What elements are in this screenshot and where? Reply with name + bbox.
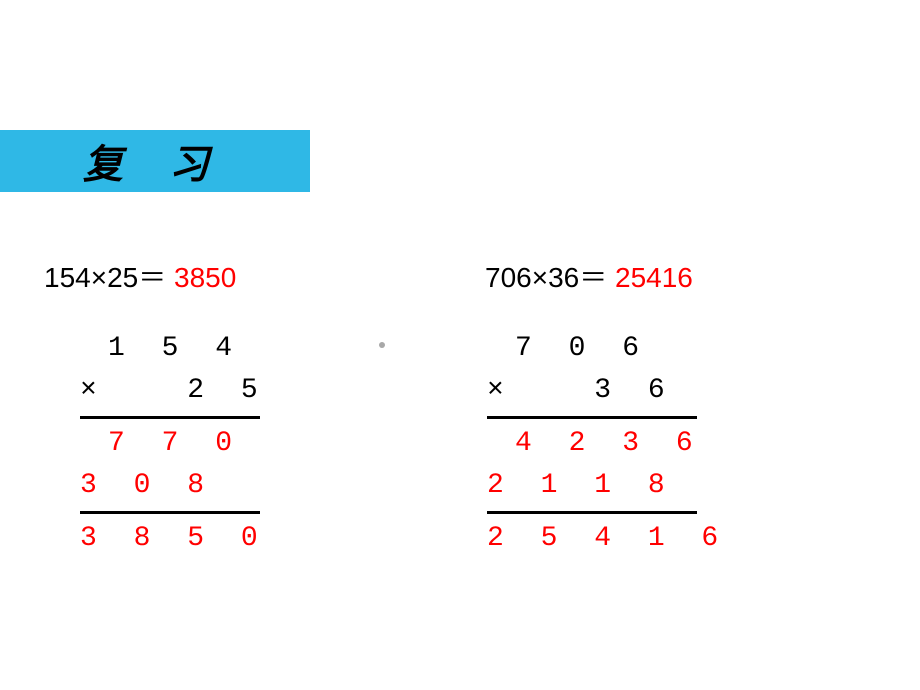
longmul-left: 1 5 4 × 2 5 7 7 0 3 0 8 3 8 5 0: [80, 328, 268, 560]
equation-right-expression: 706×36＝: [485, 262, 607, 293]
longmul-left-rule1: [80, 416, 260, 419]
longmul-left-result: 3 8 5 0: [80, 518, 268, 560]
longmul-left-partial2: 3 0 8: [80, 465, 268, 507]
equation-left-expression: 154×25＝: [44, 262, 166, 293]
longmul-right-rule1: [487, 416, 697, 419]
equation-left-answer: 3850: [174, 262, 236, 293]
longmul-right-multiplier: × 3 6: [487, 370, 728, 412]
longmul-right: 7 0 6 × 3 6 4 2 3 6 2 1 1 8 2 5 4 1 6: [487, 328, 728, 560]
longmul-right-partial1: 4 2 3 6: [487, 423, 728, 465]
longmul-left-multiplier: × 2 5: [80, 370, 268, 412]
longmul-left-partial1: 7 7 0: [80, 423, 268, 465]
longmul-left-rule2: [80, 511, 260, 514]
equation-right: 706×36＝ 25416: [485, 256, 693, 296]
longmul-right-result: 2 5 4 1 6: [487, 518, 728, 560]
title-text: 复 习: [83, 132, 227, 190]
longmul-right-multiplicand: 7 0 6: [487, 328, 728, 370]
title-box: 复 习: [0, 130, 310, 192]
equation-right-answer: 25416: [615, 262, 693, 293]
equation-left: 154×25＝ 3850: [44, 256, 236, 296]
center-dot: [379, 342, 385, 348]
slide-page: 复 习 154×25＝ 3850 706×36＝ 25416 1 5 4 × 2…: [0, 0, 920, 690]
longmul-left-multiplicand: 1 5 4: [80, 328, 268, 370]
longmul-right-rule2: [487, 511, 697, 514]
longmul-right-partial2: 2 1 1 8: [487, 465, 728, 507]
